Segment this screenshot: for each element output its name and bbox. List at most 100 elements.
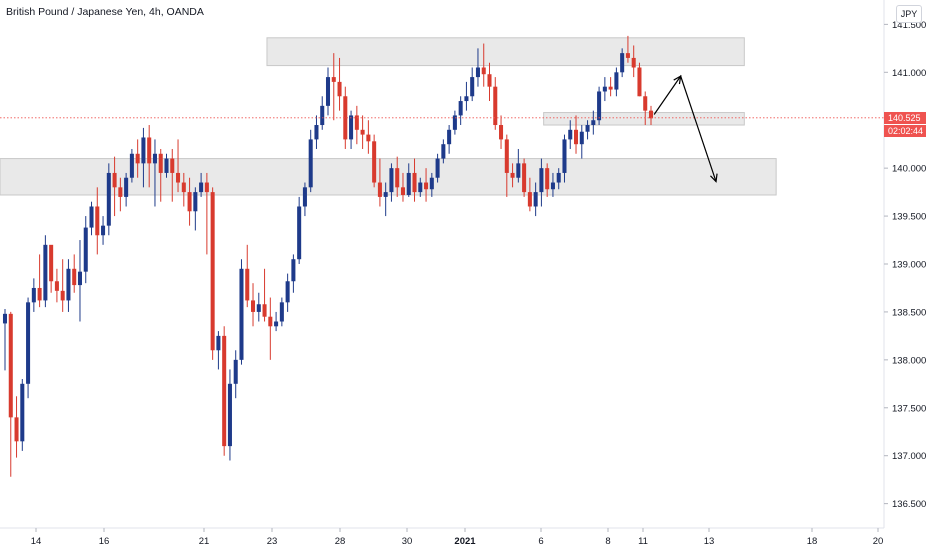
candle[interactable] (643, 91, 648, 126)
candle[interactable] (556, 168, 561, 190)
candle[interactable] (499, 115, 504, 149)
candle[interactable] (193, 187, 198, 231)
candle[interactable] (424, 168, 429, 202)
candle[interactable] (620, 48, 625, 78)
candle[interactable] (343, 86, 348, 149)
candle[interactable] (533, 182, 538, 217)
candles-layer[interactable] (2, 35, 654, 477)
currency-button[interactable]: JPY (896, 5, 922, 23)
candle[interactable] (648, 105, 654, 126)
candle[interactable] (337, 57, 342, 111)
candle[interactable] (360, 115, 365, 149)
candle[interactable] (147, 125, 152, 188)
candle[interactable] (516, 148, 521, 183)
candle[interactable] (447, 125, 452, 154)
candle[interactable] (14, 396, 19, 458)
candle[interactable] (325, 67, 331, 116)
candle[interactable] (176, 139, 181, 193)
candle[interactable] (233, 350, 238, 399)
candle[interactable] (302, 182, 307, 217)
candle[interactable] (493, 77, 498, 130)
candle[interactable] (49, 244, 54, 293)
candle[interactable] (135, 139, 140, 178)
candle[interactable] (77, 240, 83, 322)
candle[interactable] (510, 163, 515, 188)
candle[interactable] (54, 268, 59, 303)
candle[interactable] (522, 158, 527, 197)
candle[interactable] (256, 292, 261, 322)
candle[interactable] (129, 148, 134, 183)
candle[interactable] (268, 297, 273, 360)
candle[interactable] (504, 134, 509, 197)
candle[interactable] (539, 158, 544, 207)
candle[interactable] (452, 110, 457, 135)
candle[interactable] (124, 172, 129, 207)
candle[interactable] (31, 278, 36, 312)
candle[interactable] (527, 177, 532, 212)
candle[interactable] (152, 139, 157, 207)
candle[interactable] (631, 45, 636, 78)
candle[interactable] (372, 134, 377, 188)
candle[interactable] (475, 48, 480, 87)
candle[interactable] (170, 148, 175, 202)
candle[interactable] (66, 259, 71, 312)
candle[interactable] (262, 268, 267, 322)
candle[interactable] (8, 311, 13, 477)
candle[interactable] (26, 297, 31, 399)
candle[interactable] (366, 120, 371, 154)
resistance-zone-top[interactable] (266, 37, 745, 67)
candle[interactable] (181, 172, 186, 207)
candle[interactable] (412, 158, 417, 202)
candle[interactable] (101, 216, 106, 245)
candle[interactable] (418, 177, 423, 197)
candle[interactable] (573, 115, 579, 154)
candle[interactable] (614, 67, 619, 97)
candle[interactable] (2, 309, 8, 371)
candle[interactable] (112, 156, 117, 217)
candle[interactable] (464, 81, 469, 111)
candle[interactable] (481, 43, 486, 87)
candle[interactable] (118, 177, 123, 212)
candle[interactable] (320, 96, 325, 130)
candle[interactable] (429, 172, 434, 197)
candle[interactable] (314, 115, 319, 149)
resistance-zone-mid[interactable] (543, 112, 745, 126)
candle[interactable] (349, 110, 354, 149)
candle[interactable] (562, 134, 567, 183)
candle[interactable] (141, 127, 146, 188)
candle[interactable] (158, 148, 163, 202)
candle[interactable] (245, 244, 250, 308)
candle[interactable] (199, 172, 204, 197)
candle[interactable] (43, 235, 48, 308)
candle[interactable] (331, 53, 336, 121)
candle[interactable] (441, 139, 446, 164)
candle[interactable] (354, 105, 359, 145)
candle[interactable] (239, 259, 244, 365)
candle[interactable] (37, 254, 42, 308)
candle[interactable] (72, 254, 77, 293)
candle[interactable] (216, 331, 221, 370)
candle[interactable] (550, 172, 555, 197)
candle[interactable] (585, 120, 590, 140)
candle[interactable] (227, 369, 232, 461)
candle[interactable] (89, 201, 94, 236)
candle[interactable] (222, 326, 227, 456)
candle[interactable] (297, 196, 302, 264)
candle[interactable] (83, 216, 88, 284)
candle[interactable] (204, 172, 209, 255)
candle[interactable] (435, 153, 440, 183)
support-zone[interactable] (0, 158, 777, 196)
candle[interactable] (406, 163, 411, 197)
candle[interactable] (400, 172, 406, 202)
candle[interactable] (60, 259, 65, 312)
candle[interactable] (377, 158, 382, 207)
candle[interactable] (395, 156, 400, 197)
candle[interactable] (20, 379, 25, 451)
candle[interactable] (285, 273, 290, 312)
candle[interactable] (291, 254, 296, 293)
candle[interactable] (95, 187, 100, 255)
candle[interactable] (308, 129, 313, 193)
candle[interactable] (637, 62, 642, 97)
candle[interactable] (383, 182, 388, 217)
candle[interactable] (470, 67, 475, 102)
